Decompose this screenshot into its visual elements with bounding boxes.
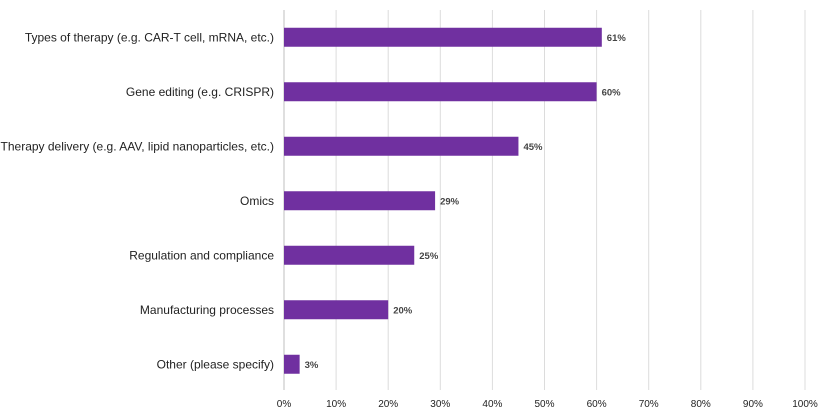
- x-tick-label: 70%: [639, 399, 659, 410]
- bar: [284, 136, 519, 156]
- category-label: Therapy delivery (e.g. AAV, lipid nanopa…: [1, 139, 274, 153]
- bar: [284, 82, 597, 102]
- category-label: Gene editing (e.g. CRISPR): [126, 85, 274, 99]
- data-label: 45%: [523, 142, 543, 153]
- data-label: 3%: [305, 360, 319, 371]
- data-label: 20%: [393, 305, 413, 316]
- bar: [284, 27, 602, 47]
- category-label: Regulation and compliance: [129, 248, 274, 262]
- bar: [284, 191, 436, 211]
- data-label: 61%: [607, 33, 627, 44]
- x-tick-label: 60%: [587, 399, 607, 410]
- x-tick-label: 0%: [277, 399, 292, 410]
- category-label: Types of therapy (e.g. CAR-T cell, mRNA,…: [25, 30, 274, 44]
- bar: [284, 354, 300, 374]
- x-tick-label: 50%: [534, 399, 554, 410]
- bar: [284, 245, 415, 265]
- category-label: Manufacturing processes: [140, 303, 274, 317]
- x-tick-labels: 0% 10% 20% 30% 40% 50% 60% 70% 80% 90% 100%: [277, 399, 818, 410]
- x-tick-label: 20%: [378, 399, 398, 410]
- data-label: 25%: [419, 251, 439, 262]
- x-tick-label: 10%: [326, 399, 346, 410]
- x-tick-label: 40%: [482, 399, 502, 410]
- category-label: Other (please specify): [157, 357, 274, 371]
- data-label: 29%: [440, 196, 460, 207]
- bar: [284, 300, 389, 320]
- x-tick-label: 30%: [430, 399, 450, 410]
- x-tick-label: 90%: [743, 399, 763, 410]
- data-label: 60%: [602, 87, 622, 98]
- x-tick-label: 100%: [792, 399, 818, 410]
- gridlines: [335, 10, 806, 390]
- bars: [284, 27, 602, 374]
- data-labels: 61% 60% 45% 29% 25% 20% 3%: [305, 33, 627, 371]
- category-label: Omics: [240, 194, 274, 208]
- x-tick-label: 80%: [691, 399, 711, 410]
- category-labels: Types of therapy (e.g. CAR-T cell, mRNA,…: [1, 30, 275, 371]
